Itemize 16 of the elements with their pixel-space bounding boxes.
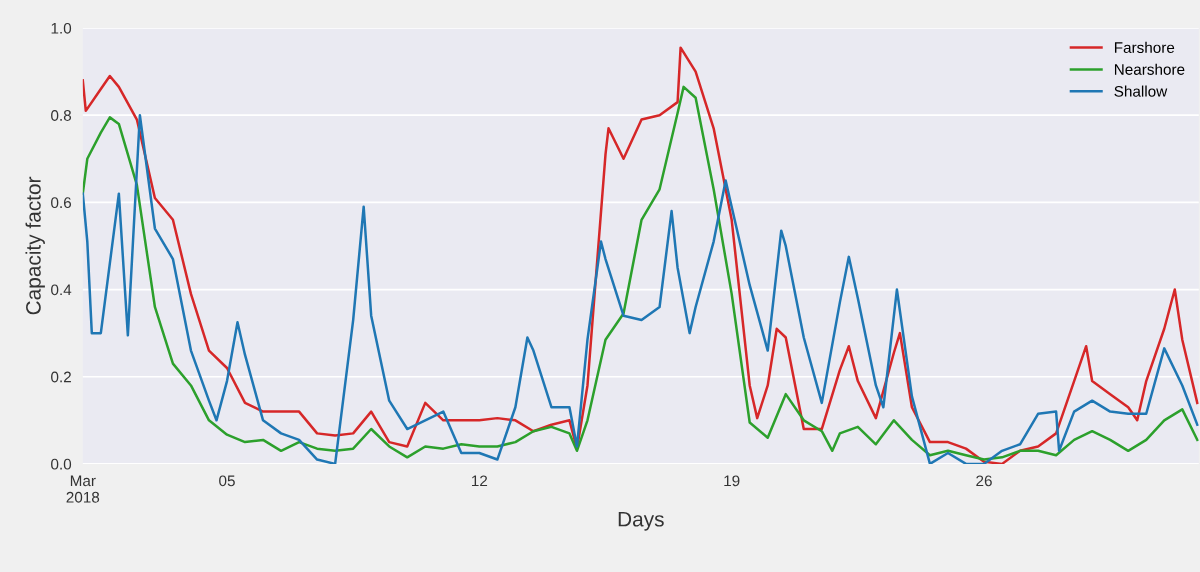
y-tick-label: 0.0 xyxy=(51,458,72,470)
x-tick-label: 19 xyxy=(724,475,740,487)
legend-label: Farshore xyxy=(1114,41,1175,53)
x-tick-label: 12 xyxy=(472,475,488,487)
x-tick-label: Mar 2018 xyxy=(66,475,100,503)
y-axis-title: Capacity factor xyxy=(25,176,45,315)
legend-label: Nearshore xyxy=(1114,63,1185,75)
x-axis-title: Days xyxy=(618,512,664,531)
y-tick-label: 0.6 xyxy=(51,197,72,209)
x-tick-label: 05 xyxy=(219,475,235,487)
x-tick-label: 26 xyxy=(976,475,992,487)
y-tick-label: 0.8 xyxy=(51,110,72,121)
y-tick-label: 0.2 xyxy=(51,371,71,383)
y-tick-label: 1.0 xyxy=(51,22,72,34)
y-tick-label: 0.4 xyxy=(51,284,72,296)
legend-label: Shallow xyxy=(1114,85,1168,97)
